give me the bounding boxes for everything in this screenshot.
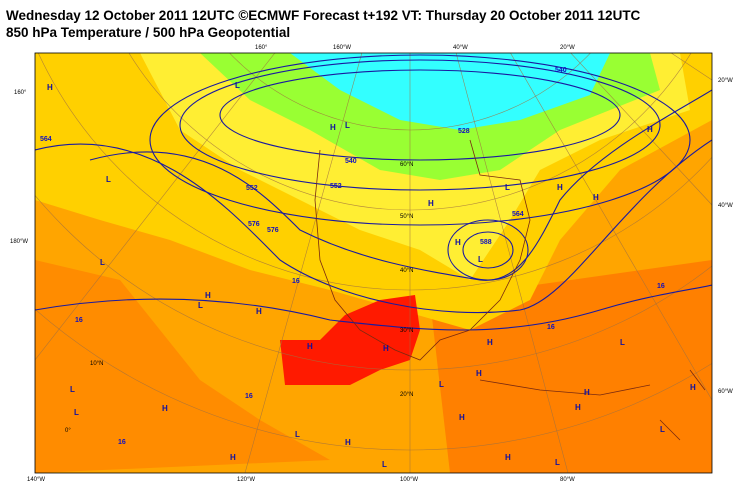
contour-label: 552	[330, 183, 342, 190]
edge-label: 120°W	[237, 477, 255, 483]
very-cold-zone	[290, 53, 610, 130]
contour-label: 16	[118, 439, 126, 446]
contour-label: 564	[512, 211, 524, 218]
map-area	[35, 53, 712, 473]
edge-label: 100°W	[400, 477, 418, 483]
edge-label: 160°	[255, 45, 268, 51]
pressure-center: L	[198, 301, 203, 310]
contour-label: 16	[657, 283, 665, 290]
pressure-center: L	[620, 338, 625, 347]
edge-label: 40°W	[453, 45, 468, 51]
contour-label: 552	[246, 185, 258, 192]
edge-label: 40°W	[718, 203, 733, 209]
latitude-label: 40°N	[400, 268, 413, 274]
edge-label: 60°W	[718, 389, 733, 395]
latitude-label: 10°N	[90, 361, 103, 367]
pressure-center: L	[660, 425, 665, 434]
pressure-center: H	[205, 291, 211, 300]
latitude-label: 0°	[65, 428, 71, 434]
hot-zone	[280, 295, 420, 385]
pressure-center: H	[428, 199, 434, 208]
edge-label: 160°W	[333, 45, 351, 51]
latitude-label: 50°N	[400, 214, 413, 220]
pressure-center: L	[100, 258, 105, 267]
coastlines	[314, 139, 706, 441]
pressure-center: H	[330, 123, 336, 132]
pressure-center: H	[584, 388, 590, 397]
pressure-center: H	[47, 83, 53, 92]
pressure-center: L	[74, 408, 79, 417]
pressure-center: H	[593, 193, 599, 202]
pressure-center: H	[383, 344, 389, 353]
map-frame	[34, 52, 713, 474]
pressure-center: L	[295, 430, 300, 439]
geopotential-contours	[35, 54, 712, 331]
edge-label: 160°	[14, 90, 27, 96]
pressure-center: L	[235, 81, 240, 90]
contour-label: 528	[458, 128, 470, 135]
edge-label: 20°W	[718, 78, 733, 84]
pressure-center: H	[647, 125, 653, 134]
pressure-center: L	[555, 458, 560, 467]
edge-label: 20°W	[560, 45, 575, 51]
pressure-center: L	[345, 121, 350, 130]
pressure-center: L	[106, 175, 111, 184]
title: Wednesday 12 October 2011 12UTC ©ECMWF F…	[6, 8, 641, 23]
pressure-center: H	[459, 413, 465, 422]
pressure-center: H	[575, 403, 581, 412]
pressure-center: L	[478, 255, 483, 264]
latitude-label: 30°N	[400, 328, 413, 334]
pressure-center: H	[455, 238, 461, 247]
edge-label: 80°W	[560, 477, 575, 483]
pressure-center: H	[557, 183, 563, 192]
contour-label: 576	[267, 227, 279, 234]
pressure-center: H	[505, 453, 511, 462]
pressure-center: L	[70, 385, 75, 394]
contour-label: 16	[292, 278, 300, 285]
contour-label: 588	[480, 239, 492, 246]
pressure-center: H	[690, 383, 696, 392]
pressure-center: H	[476, 369, 482, 378]
pressure-center: H	[487, 338, 493, 347]
contour-label: 16	[245, 393, 253, 400]
latitude-label: 60°N	[400, 162, 413, 168]
pressure-center: L	[505, 183, 510, 192]
subtitle: 850 hPa Temperature / 500 hPa Geopotenti…	[6, 25, 290, 40]
edge-label: 180°W	[10, 239, 28, 245]
contour-label: 16	[75, 317, 83, 324]
warm-zone	[35, 260, 330, 473]
pressure-center: L	[439, 380, 444, 389]
pressure-center: H	[307, 342, 313, 351]
pressure-center: H	[162, 404, 168, 413]
contour-label: 576	[248, 221, 260, 228]
latitude-label: 20°N	[400, 392, 413, 398]
contour-label: 16	[547, 324, 555, 331]
pressure-center: H	[345, 438, 351, 447]
contour-label: 540	[555, 67, 567, 74]
pressure-center: H	[256, 307, 262, 316]
edge-label: 140°W	[27, 477, 45, 483]
contour-label: 540	[345, 158, 357, 165]
pressure-center: H	[230, 453, 236, 462]
pressure-center: L	[382, 460, 387, 469]
contour-label: 564	[40, 136, 52, 143]
